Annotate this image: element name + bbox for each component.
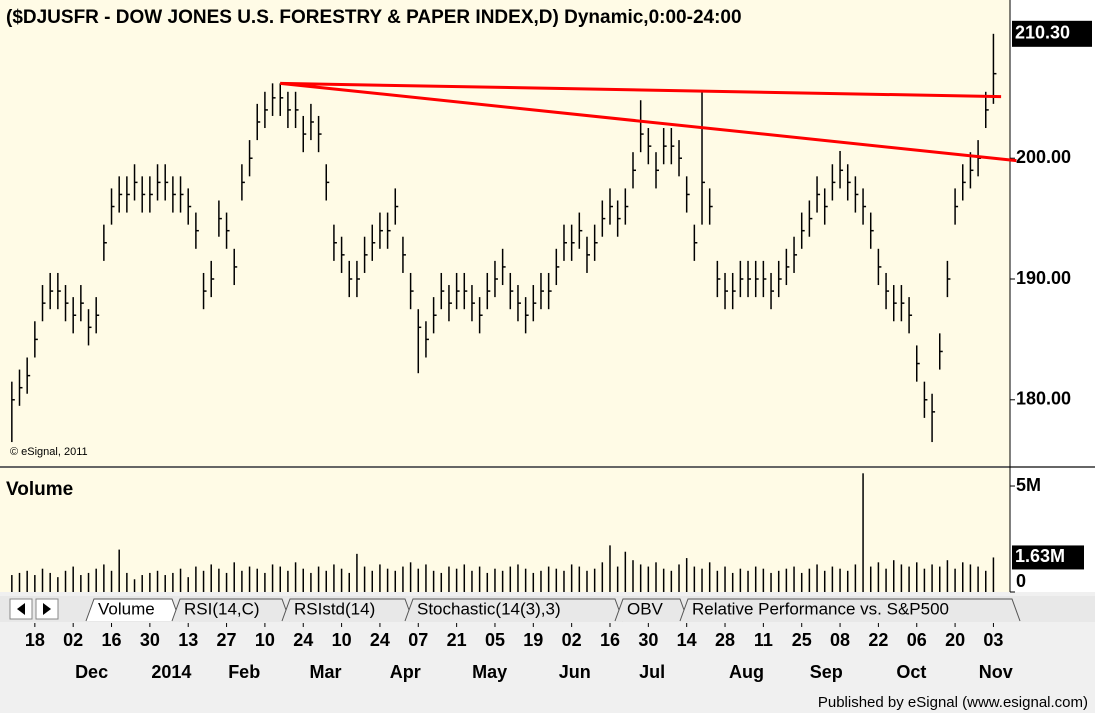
last-volume-label: 1.63M (1015, 546, 1065, 566)
x-tick-label: 27 (217, 630, 237, 650)
x-tick-label: 06 (907, 630, 927, 650)
month-label: Jul (639, 662, 665, 682)
x-tick-label: 13 (178, 630, 198, 650)
month-label: Aug (729, 662, 764, 682)
x-tick-label: 24 (370, 630, 390, 650)
x-tick-label: 19 (523, 630, 543, 650)
x-tick-label: 20 (945, 630, 965, 650)
x-tick-label: 21 (447, 630, 467, 650)
y-tick-label: 0 (1016, 571, 1026, 591)
y-tick-label: 190.00 (1016, 268, 1071, 288)
x-tick-label: 11 (754, 630, 773, 650)
trendline (280, 81, 1017, 163)
last-price-label: 210.30 (1015, 23, 1070, 43)
price-panel (0, 0, 1010, 466)
last-price-box (1012, 20, 1092, 47)
tab-label: RSIstd(14) (294, 599, 375, 618)
month-label: Dec (75, 662, 108, 682)
watermark: © eSignal, 2011 (10, 446, 88, 458)
trendline (280, 81, 1002, 99)
x-tick-label: 18 (25, 630, 45, 650)
month-label: Sep (810, 662, 843, 682)
volume-title: Volume (6, 479, 73, 500)
month-label: Mar (309, 662, 341, 682)
x-tick-label: 22 (868, 630, 888, 650)
x-tick-label: 03 (983, 630, 1003, 650)
month-label: Nov (979, 662, 1013, 682)
x-tick-label: 30 (638, 630, 658, 650)
x-tick-label: 02 (63, 630, 83, 650)
tab-label: Volume (98, 599, 155, 618)
chart-title: ($DJUSFR - DOW JONES U.S. FORESTRY & PAP… (6, 7, 742, 28)
tab-label: Stochastic(14(3),3) (417, 599, 561, 618)
x-tick-label: 14 (677, 630, 697, 650)
month-label: Apr (390, 662, 421, 682)
x-tick-label: 24 (293, 630, 313, 650)
last-volume-box (1012, 545, 1084, 570)
month-label: Feb (228, 662, 260, 682)
y-tick-label: 180.00 (1016, 389, 1071, 409)
x-tick-label: 28 (715, 630, 735, 650)
y-tick-label: 200.00 (1016, 147, 1071, 167)
x-tick-label: 05 (485, 630, 505, 650)
month-label: 2014 (151, 662, 191, 682)
x-tick-label: 25 (792, 630, 812, 650)
x-tick-label: 16 (600, 630, 620, 650)
x-tick-label: 02 (562, 630, 582, 650)
x-tick-label: 16 (102, 630, 122, 650)
x-tick-label: 10 (255, 630, 275, 650)
month-label: Jun (559, 662, 591, 682)
tab-label: OBV (627, 599, 664, 618)
x-tick-label: 30 (140, 630, 160, 650)
x-tick-label: 10 (332, 630, 352, 650)
tab-label: Relative Performance vs. S&P500 (692, 599, 949, 618)
x-tick-label: 08 (830, 630, 850, 650)
axis-panel (1010, 0, 1095, 592)
volume-panel (0, 468, 1010, 592)
scroll-right-icon (43, 603, 51, 615)
footer: Published by eSignal (www.esignal.com) (818, 694, 1088, 711)
tab-label: RSI(14,C) (184, 599, 260, 618)
month-label: May (472, 662, 507, 682)
x-tick-label: 07 (408, 630, 428, 650)
y-tick-label: 5M (1016, 475, 1041, 495)
scroll-left-icon (17, 603, 25, 615)
month-label: Oct (896, 662, 926, 682)
footer-box (960, 692, 1090, 712)
tab[interactable] (679, 598, 1021, 622)
